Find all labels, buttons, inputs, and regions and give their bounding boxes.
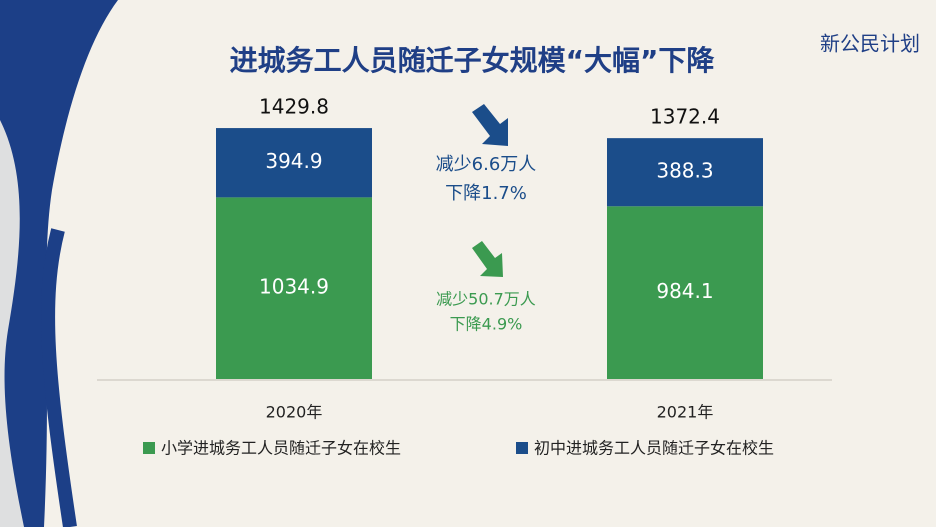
annotation: 减少50.7万人 [436,290,536,309]
data-label: 388.3 [656,159,713,183]
logo: 新公民计划 [820,32,920,56]
arrow [472,104,508,146]
bar-segment [607,138,763,207]
legend-label: 初中进城务工人员随迁子女在校生 [534,439,774,458]
chart-title: 进城务工人员随迁子女规模“大幅”下降 [230,44,716,77]
arrow [472,241,503,277]
legend-swatch [516,442,528,454]
x-tick-label: 2021年 [657,403,714,422]
decoration [0,0,118,527]
decoration [41,228,77,527]
bar-segment [216,128,372,198]
total-label: 1429.8 [259,95,329,119]
legend-swatch [143,442,155,454]
total-label: 1372.4 [650,105,720,129]
x-tick-label: 2020年 [266,403,323,422]
annotation: 减少6.6万人 [436,154,537,175]
bar-segment [607,206,763,379]
annotation: 下降1.7% [445,183,527,204]
data-label: 984.1 [656,279,713,303]
decoration [0,120,24,527]
bar-segment [216,197,372,379]
data-label: 1034.9 [259,275,329,299]
annotation: 下降4.9% [450,315,523,334]
legend-label: 小学进城务工人员随迁子女在校生 [161,439,401,458]
data-label: 394.9 [265,149,322,173]
